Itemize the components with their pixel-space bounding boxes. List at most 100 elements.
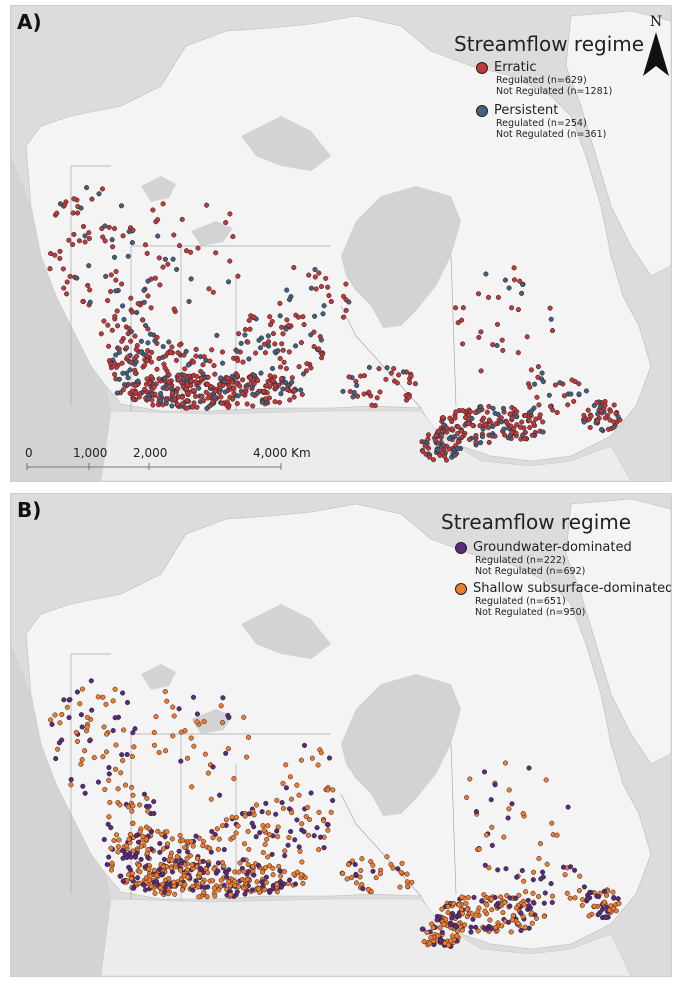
- station-point: [217, 792, 223, 798]
- station-point: [440, 442, 446, 448]
- station-point: [520, 432, 526, 438]
- station-point: [126, 836, 132, 842]
- station-point: [455, 928, 461, 934]
- station-point: [438, 432, 444, 438]
- station-point: [567, 895, 573, 901]
- station-point: [455, 446, 461, 452]
- station-point: [340, 388, 346, 394]
- station-point: [210, 764, 216, 770]
- station-point: [282, 853, 288, 859]
- station-point: [529, 910, 535, 916]
- station-point: [280, 347, 286, 353]
- station-point: [321, 303, 327, 309]
- station-point: [460, 408, 466, 414]
- station-point: [475, 909, 481, 915]
- station-point: [200, 858, 206, 864]
- station-point: [277, 300, 283, 306]
- station-point: [261, 341, 268, 347]
- station-point: [218, 703, 224, 709]
- station-point: [288, 796, 295, 802]
- station-point: [187, 853, 193, 859]
- station-point: [576, 391, 582, 397]
- station-point: [184, 755, 191, 761]
- station-point: [196, 894, 202, 900]
- station-point: [53, 756, 59, 762]
- station-point: [142, 362, 148, 368]
- station-point: [286, 806, 292, 812]
- station-point: [353, 378, 359, 384]
- station-point: [133, 833, 139, 839]
- station-point: [87, 299, 93, 305]
- station-point: [145, 293, 151, 299]
- station-point: [398, 869, 404, 875]
- station-point: [537, 412, 543, 418]
- station-point: [181, 352, 187, 358]
- station-point: [223, 750, 229, 756]
- station-point: [554, 409, 560, 416]
- station-point: [449, 915, 455, 921]
- station-point: [231, 390, 237, 397]
- station-point: [120, 690, 126, 696]
- station-point: [125, 354, 131, 360]
- station-point: [458, 906, 465, 913]
- station-point: [286, 297, 293, 303]
- station-point: [489, 433, 495, 439]
- station-point: [132, 854, 138, 860]
- map-canvas-b: [11, 498, 671, 976]
- station-point: [352, 861, 358, 868]
- legend-item-label: Groundwater-dominated: [473, 540, 632, 555]
- station-point: [430, 457, 437, 463]
- station-point: [166, 875, 172, 882]
- north-letter: N: [649, 14, 663, 30]
- station-point: [430, 925, 436, 931]
- station-point: [158, 885, 164, 891]
- station-point: [190, 887, 196, 893]
- station-point: [492, 925, 499, 931]
- station-point: [346, 374, 352, 380]
- station-point: [510, 913, 516, 919]
- station-point: [205, 770, 211, 776]
- station-point: [308, 365, 314, 371]
- station-point: [200, 839, 207, 845]
- station-point: [447, 922, 453, 928]
- station-point: [218, 877, 224, 883]
- station-point: [124, 751, 130, 758]
- station-point: [277, 878, 284, 885]
- station-point: [509, 430, 515, 436]
- station-point: [48, 717, 54, 723]
- station-point: [105, 322, 111, 328]
- station-point: [137, 869, 143, 875]
- station-point: [494, 342, 500, 349]
- station-point: [292, 881, 299, 887]
- station-point: [216, 382, 223, 388]
- station-point: [86, 230, 92, 236]
- station-point: [585, 407, 591, 413]
- station-point: [488, 896, 494, 902]
- station-point: [272, 383, 278, 389]
- station-point: [468, 929, 474, 935]
- pacific-water-a: [11, 156, 111, 481]
- station-point: [128, 328, 134, 335]
- station-point: [276, 863, 282, 869]
- station-point: [122, 782, 129, 788]
- station-point: [193, 353, 199, 359]
- station-point: [249, 887, 255, 893]
- station-point: [82, 748, 88, 754]
- station-point: [176, 706, 182, 712]
- station-point: [84, 724, 90, 730]
- station-point: [230, 835, 236, 841]
- station-point: [369, 402, 375, 408]
- station-point: [291, 388, 297, 394]
- station-point: [240, 857, 246, 863]
- station-point: [264, 836, 270, 842]
- station-point: [530, 420, 537, 426]
- legend-not-regulated-count: Not Regulated (n=692): [475, 566, 586, 577]
- station-point: [361, 391, 367, 397]
- station-point: [177, 867, 183, 873]
- station-point: [234, 372, 240, 379]
- station-point: [160, 402, 166, 408]
- station-point: [236, 331, 242, 337]
- station-point: [405, 883, 411, 889]
- station-point: [500, 910, 506, 916]
- station-point: [463, 900, 469, 907]
